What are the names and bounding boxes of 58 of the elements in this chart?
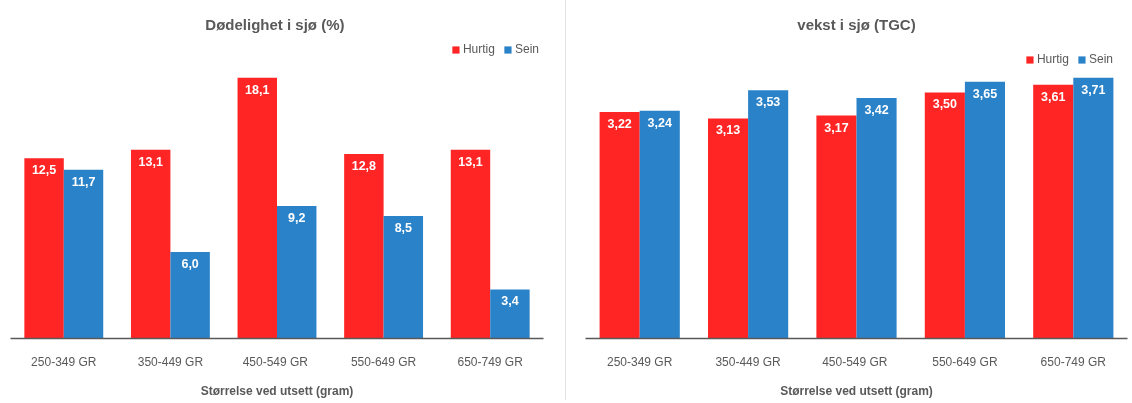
bar — [450, 149, 491, 339]
chart-title: Dødelighet i sjø (%) — [205, 15, 345, 33]
data-label: 13,1 — [138, 154, 163, 169]
data-label: 8,5 — [394, 220, 413, 235]
bar — [170, 252, 210, 339]
data-label: 3,17 — [824, 120, 849, 135]
bar — [816, 115, 857, 339]
x-axis-title: Størrelse ved utsett (gram) — [200, 383, 354, 398]
data-label: 3,53 — [755, 95, 781, 110]
data-label: 9,2 — [288, 210, 306, 225]
x-tick-label: 550-649 GR — [350, 354, 417, 369]
bar — [490, 289, 530, 339]
bar — [24, 158, 64, 339]
x-axis-title: Størrelse ved utsett (gram) — [780, 383, 933, 398]
data-label: 3,42 — [864, 103, 889, 118]
bar — [63, 169, 104, 339]
data-label: 12,8 — [351, 159, 377, 174]
x-tick-label: 450-549 GR — [242, 354, 309, 369]
x-tick-label: 250-349 GR — [607, 354, 673, 369]
legend-label: Hurtig — [1036, 52, 1069, 66]
bar — [383, 215, 424, 339]
data-label: 3,50 — [932, 97, 958, 112]
x-tick-label: 650-749 GR — [1040, 354, 1107, 369]
data-label: 3,13 — [715, 123, 741, 138]
x-tick-label: 250-349 GR — [31, 354, 97, 369]
data-label: 3,24 — [647, 115, 672, 130]
bar — [1033, 84, 1074, 339]
bar — [237, 77, 277, 339]
data-label: 12,5 — [31, 163, 57, 178]
data-label: 13,1 — [458, 154, 483, 169]
data-label: 3,61 — [1041, 89, 1066, 104]
bar — [924, 92, 965, 339]
data-label: 3,22 — [607, 117, 632, 132]
x-tick-label: 350-449 GR — [137, 354, 204, 369]
x-tick-label: 350-449 GR — [715, 354, 782, 369]
bar — [964, 81, 1006, 339]
legend-label: Sein — [514, 42, 539, 56]
data-label: 11,7 — [71, 174, 96, 189]
data-label: 18,1 — [245, 82, 270, 97]
chart-title: vekst i sjø (TGC) — [797, 15, 916, 33]
bar — [599, 112, 640, 339]
legend-label: Sein — [1088, 52, 1113, 66]
x-tick-label: 450-549 GR — [822, 354, 888, 369]
x-tick-label: 650-749 GR — [457, 354, 524, 369]
data-label: 3,71 — [1081, 82, 1106, 97]
bar — [707, 118, 749, 339]
data-label: 3,65 — [972, 86, 998, 101]
bar — [748, 90, 789, 339]
legend-label: Hurtig — [462, 42, 495, 56]
data-label: 3,4 — [501, 294, 519, 309]
bar — [639, 110, 680, 339]
bar — [344, 154, 384, 339]
bar — [130, 149, 171, 339]
x-tick-label: 550-649 GR — [932, 354, 998, 369]
data-label: 6,0 — [181, 257, 199, 272]
bar — [277, 205, 317, 339]
bar — [856, 98, 897, 339]
bar — [1073, 77, 1114, 339]
